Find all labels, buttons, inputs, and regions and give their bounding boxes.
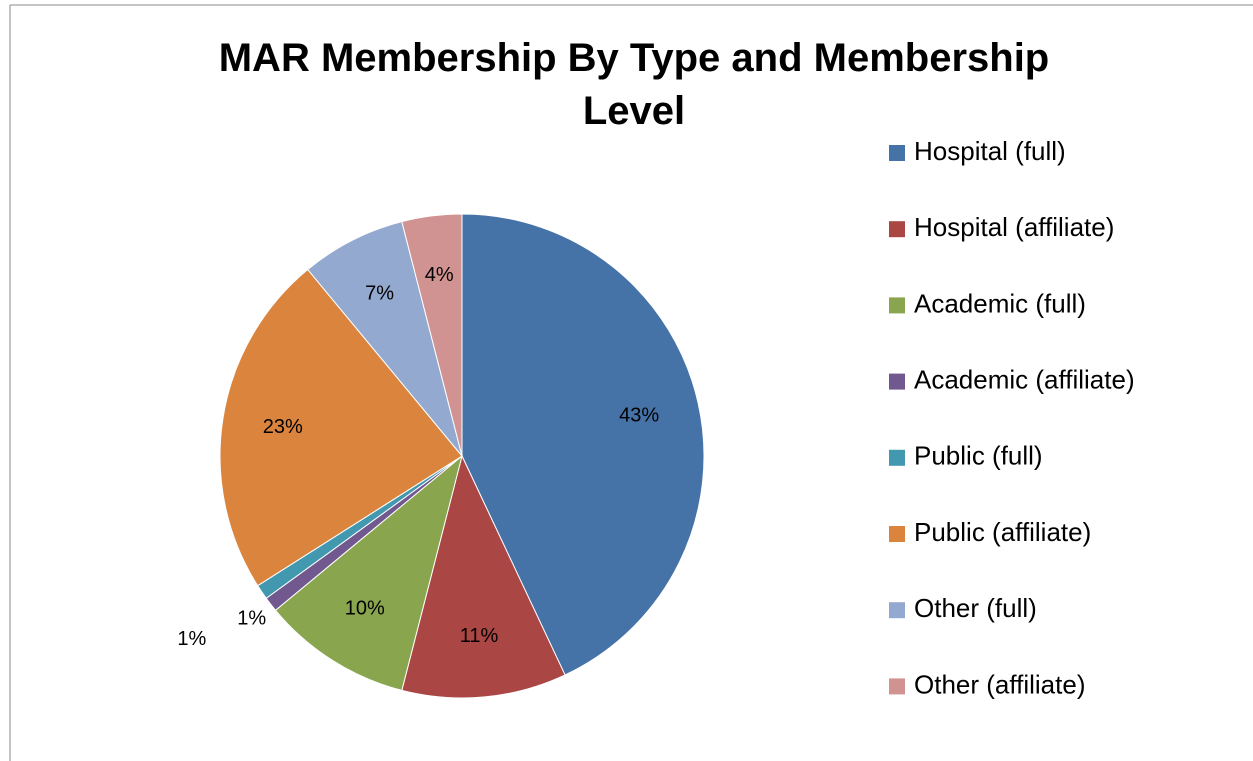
pie-slice bbox=[274, 454, 463, 692]
legend-label: Public (full) bbox=[914, 441, 1043, 471]
pie-slice bbox=[401, 213, 463, 457]
legend-label: Hospital (affiliate) bbox=[914, 212, 1114, 242]
legend-label: Other (affiliate) bbox=[914, 669, 1085, 699]
pie-slice bbox=[401, 454, 566, 699]
legend-swatch bbox=[889, 678, 905, 695]
legend-swatch bbox=[889, 526, 905, 542]
data-label: 7% bbox=[365, 283, 394, 305]
pie-slice bbox=[219, 268, 463, 587]
legend-swatch bbox=[889, 145, 905, 161]
legend-swatch bbox=[889, 373, 905, 390]
data-label: 1% bbox=[237, 607, 266, 629]
data-label: 11% bbox=[460, 625, 499, 647]
legend-label: Hospital (full) bbox=[914, 136, 1066, 166]
pie-slice bbox=[307, 220, 463, 457]
legend-label: Academic (full) bbox=[914, 288, 1086, 318]
data-label: 10% bbox=[345, 598, 385, 620]
legend-label: Other (full) bbox=[914, 593, 1037, 623]
data-label: 23% bbox=[263, 416, 303, 438]
legend-swatch bbox=[889, 297, 905, 314]
data-label: 4% bbox=[425, 264, 454, 286]
pie-slice bbox=[461, 213, 705, 676]
data-label: 43% bbox=[619, 405, 659, 427]
legend-swatch bbox=[889, 221, 905, 238]
chart-title: MAR Membership By Type and Membership Le… bbox=[218, 36, 1050, 133]
legend-swatch bbox=[889, 602, 905, 619]
legend-label: Academic (affiliate) bbox=[914, 364, 1135, 394]
data-label: 1% bbox=[177, 628, 206, 650]
legend-label: Public (affiliate) bbox=[914, 517, 1091, 547]
legend-swatch bbox=[889, 449, 905, 466]
